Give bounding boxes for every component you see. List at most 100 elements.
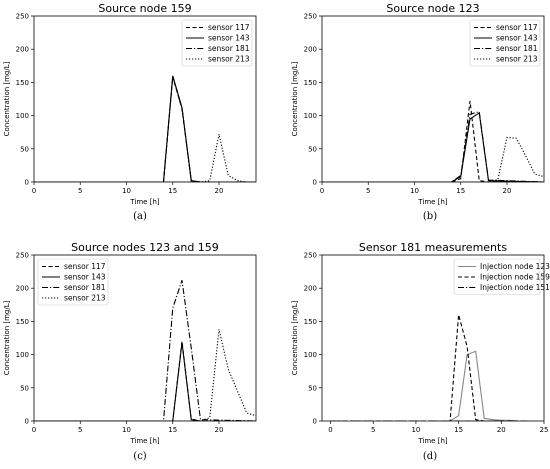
x-tick-label: 20 [215, 187, 224, 195]
series-line [34, 341, 256, 421]
x-axis-label: Time [h] [129, 437, 160, 445]
y-tick-label: 250 [16, 13, 29, 21]
x-tick-label: 0 [32, 187, 36, 195]
y-tick-label: 100 [304, 351, 317, 359]
panel-title: Sensor 181 measurements [359, 241, 507, 254]
x-tick-label: 15 [168, 426, 177, 434]
legend-label: sensor 117 [208, 23, 250, 32]
legend-box [469, 19, 541, 67]
series-line [330, 350, 527, 421]
legend-label: sensor 117 [496, 23, 538, 32]
legend-label: sensor 143 [496, 34, 538, 43]
legend-label: Injection node 151 [480, 283, 550, 292]
legend-label: sensor 143 [208, 34, 250, 43]
y-tick-label: 150 [16, 318, 29, 326]
legend-label: sensor 117 [64, 262, 106, 271]
y-tick-label: 100 [16, 351, 29, 359]
y-tick-label: 250 [304, 252, 317, 260]
legend-box [37, 258, 109, 306]
y-tick-label: 50 [20, 384, 29, 392]
series-line [34, 134, 256, 182]
legend-label: sensor 181 [496, 44, 538, 53]
y-tick-label: 0 [313, 179, 317, 187]
series-line [322, 110, 544, 182]
y-tick-label: 0 [25, 418, 29, 426]
y-tick-label: 0 [25, 179, 29, 187]
x-tick-label: 20 [497, 426, 506, 434]
x-tick-label: 20 [215, 426, 224, 434]
x-tick-label: 5 [78, 426, 82, 434]
x-tick-label: 10 [411, 426, 420, 434]
series-line [34, 76, 256, 182]
y-tick-label: 200 [304, 285, 317, 293]
legend-label: sensor 213 [496, 55, 538, 64]
series-line [34, 280, 256, 421]
y-tick-label: 200 [16, 285, 29, 293]
y-axis-label: Concentration [mg/L] [3, 300, 11, 375]
y-tick-label: 150 [16, 79, 29, 87]
y-tick-label: 200 [304, 46, 317, 54]
legend-label: sensor 181 [208, 44, 250, 53]
x-tick-label: 5 [366, 187, 370, 195]
series-line [322, 136, 544, 182]
panel-caption: (a) [133, 211, 147, 222]
x-tick-label: 15 [168, 187, 177, 195]
x-tick-label: 15 [454, 426, 463, 434]
x-axis-label: Time [h] [417, 198, 448, 206]
y-axis-label: Concentration [mg/L] [291, 61, 299, 136]
x-tick-label: 10 [410, 187, 419, 195]
x-tick-label: 10 [122, 426, 131, 434]
y-tick-label: 200 [16, 46, 29, 54]
series-line [330, 314, 527, 421]
series-line [34, 342, 256, 421]
y-tick-label: 0 [313, 418, 317, 426]
x-tick-label: 5 [78, 187, 82, 195]
y-tick-label: 50 [20, 145, 29, 153]
legend-box [453, 258, 541, 295]
y-tick-label: 150 [304, 79, 317, 87]
legend-label: sensor 213 [64, 294, 106, 303]
y-tick-label: 100 [16, 112, 29, 120]
series-line [34, 329, 256, 421]
y-tick-label: 250 [16, 252, 29, 260]
series-line [322, 112, 544, 182]
legend-label: sensor 213 [208, 55, 250, 64]
panel-caption: (d) [423, 451, 437, 462]
legend-label: sensor 181 [64, 283, 106, 292]
x-tick-label: 0 [32, 426, 36, 434]
x-tick-label: 25 [540, 426, 549, 434]
y-axis-label: Concentration [mg/L] [3, 61, 11, 136]
legend: Injection node 123 Injection node 159Inje… [453, 258, 550, 295]
series-line [322, 100, 544, 182]
panel-title: Source nodes 123 and 159 [71, 241, 219, 254]
y-axis-label: Concentration [mg/L] [291, 300, 299, 375]
panel-caption: (b) [423, 211, 437, 222]
panel-title: Source node 123 [386, 2, 479, 15]
x-tick-label: 0 [320, 187, 324, 195]
x-tick-label: 10 [122, 187, 131, 195]
series-line [34, 75, 256, 182]
x-tick-label: 15 [456, 187, 465, 195]
x-axis-label: Time [h] [417, 437, 448, 445]
x-tick-label: 5 [371, 426, 375, 434]
legend-label: Injection node 123 [480, 262, 550, 271]
panel-caption: (c) [133, 451, 147, 462]
y-tick-label: 100 [304, 112, 317, 120]
legend-box [181, 19, 253, 67]
y-tick-label: 50 [308, 145, 317, 153]
x-tick-label: 0 [328, 426, 332, 434]
y-tick-label: 50 [308, 384, 317, 392]
y-tick-label: 250 [304, 13, 317, 21]
series-line [34, 76, 256, 182]
legend-label: sensor 143 [64, 273, 106, 282]
legend-label: Injection node 159 [480, 273, 550, 282]
y-tick-label: 150 [304, 318, 317, 326]
